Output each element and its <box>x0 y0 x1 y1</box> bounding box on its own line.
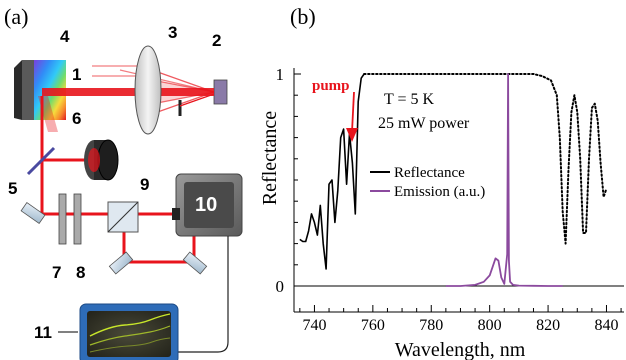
filter-7 <box>58 193 67 245</box>
series-reflectance <box>299 73 365 270</box>
oscilloscope-11 <box>79 303 179 360</box>
chart-plot: 740 760 780 800 820 840 0 1 <box>276 65 624 334</box>
legend: Reflectance Emission (a.u.) <box>370 165 485 200</box>
beam-splitter-5 <box>26 146 56 176</box>
callout-9: 9 <box>140 175 149 194</box>
x-tick-label: 740 <box>302 317 326 334</box>
pump-arrowhead <box>346 128 358 142</box>
spectrometer-10 <box>172 173 243 237</box>
legend-label-emission: Emission (a.u.) <box>394 184 485 200</box>
y-axis-title: Reflectance <box>259 111 281 205</box>
mirror-bottom-right <box>182 251 208 275</box>
x-tick-label: 780 <box>419 317 443 334</box>
y-tick-label: 1 <box>276 65 285 84</box>
x-tick-label: 760 <box>361 317 385 334</box>
panel-b-label: (b) <box>290 4 316 29</box>
pump-arrow <box>351 91 355 133</box>
pump-source <box>213 79 228 105</box>
temperature-label: T = 5 K <box>384 91 435 108</box>
mirror-bottom-left <box>108 251 134 275</box>
series-reflectance-dotted <box>363 73 608 245</box>
callout-3: 3 <box>168 23 177 42</box>
panel-a: (a) <box>4 4 243 360</box>
x-axis-title: Wavelength, nm <box>395 339 526 360</box>
callout-7: 7 <box>52 263 61 282</box>
callout-2: 2 <box>212 31 221 50</box>
main-beam <box>42 88 214 96</box>
focusing-lens <box>134 45 162 135</box>
callout-8: 8 <box>76 263 85 282</box>
signal-cable <box>178 236 229 353</box>
power-label: 25 mW power <box>378 115 470 132</box>
callout-1: 1 <box>72 65 81 84</box>
legend-label-reflectance: Reflectance <box>394 165 465 181</box>
camera-6 <box>84 139 119 181</box>
x-tick-label: 840 <box>594 317 618 334</box>
pump-label: pump <box>312 78 350 94</box>
callout-10: 10 <box>195 194 217 216</box>
callout-11: 11 <box>34 323 52 342</box>
series-emission <box>445 73 563 287</box>
filter-8 <box>73 193 82 245</box>
callout-4: 4 <box>60 27 70 46</box>
mirror-left <box>20 202 46 224</box>
panel-a-label: (a) <box>4 4 28 29</box>
x-tick-label: 820 <box>536 317 560 334</box>
callout-5: 5 <box>8 179 17 198</box>
callouts: 1 2 3 4 5 6 7 8 9 10 11 <box>8 23 221 342</box>
x-tick-label: 800 <box>478 317 502 334</box>
y-tick-label: 0 <box>276 277 285 296</box>
callout-6: 6 <box>72 109 81 128</box>
panel-b: (b) Reflectance Wavelength, nm 740 760 780… <box>259 4 624 360</box>
cube-splitter-9 <box>107 201 139 233</box>
